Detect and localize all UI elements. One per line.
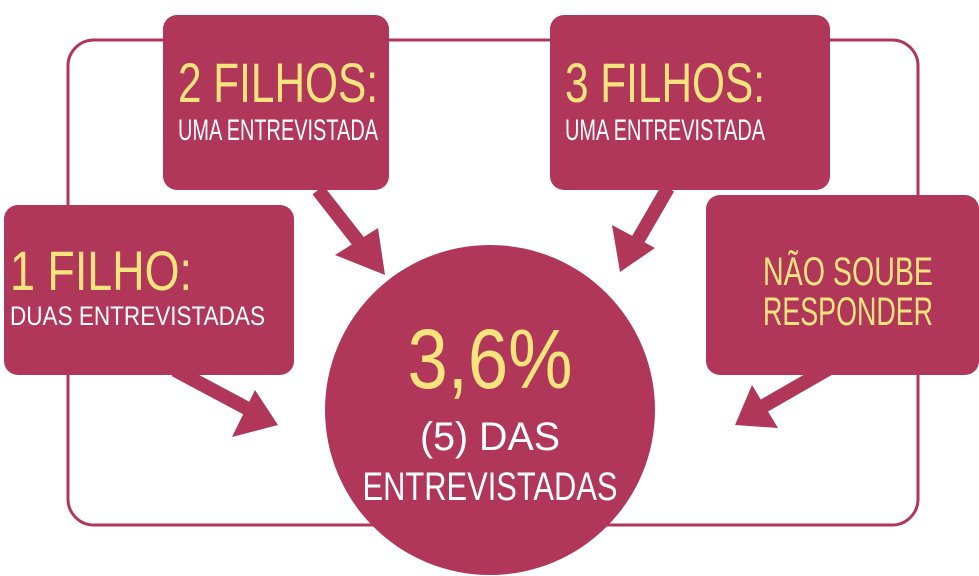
unknown-line: NÃO SOUBE — [763, 249, 933, 294]
box-title: 3 FILHOS: — [565, 51, 765, 114]
center-line: (5) DAS — [420, 415, 560, 459]
box-title: 1 FILHO: — [10, 239, 192, 302]
box — [550, 15, 830, 190]
arrow-head — [612, 225, 655, 272]
box-subtitle: UMA ENTREVISTADA — [178, 114, 378, 147]
center-circle — [325, 245, 655, 575]
box-title: 2 FILHOS: — [178, 51, 378, 114]
center-value: 3,6% — [408, 312, 573, 406]
arrow — [171, 363, 254, 417]
box-subtitle: UMA ENTREVISTADA — [565, 114, 765, 147]
arrow-head — [232, 390, 278, 437]
arrow — [628, 184, 675, 249]
arrow — [312, 185, 371, 255]
unknown-line: RESPONDER — [763, 290, 933, 334]
arrow-head — [735, 385, 778, 428]
box-subtitle: DUAS ENTREVISTADAS — [10, 301, 265, 331]
box — [163, 15, 389, 190]
center-line: ENTREVISTADAS — [363, 465, 618, 509]
arrow-head — [335, 228, 385, 275]
box — [706, 195, 979, 375]
arrows — [171, 184, 839, 437]
box — [4, 205, 294, 375]
